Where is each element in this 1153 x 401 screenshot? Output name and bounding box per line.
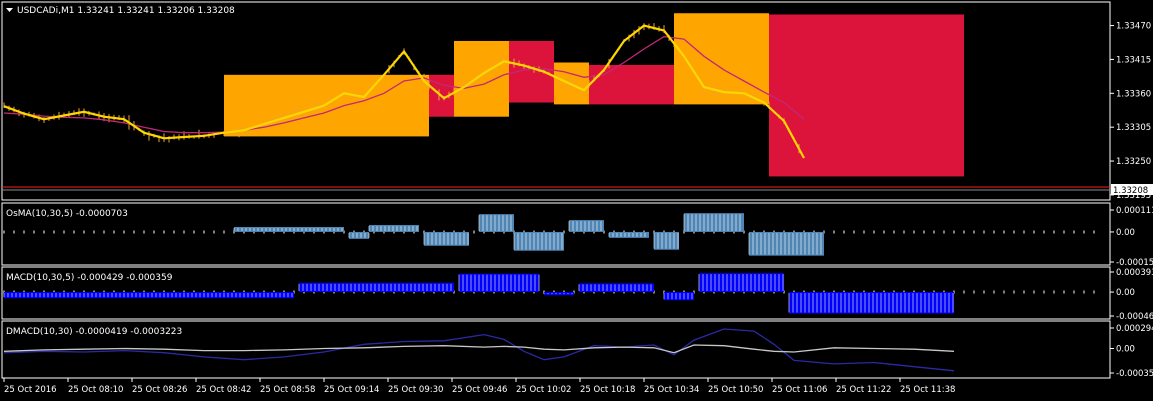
- macd-y-axis: 0.000393 0.00 -0.000469: [1110, 268, 1153, 322]
- histogram-bar: [569, 220, 604, 232]
- dmacd-panel-frame: [1, 320, 1111, 379]
- dmacd-main-line: [3, 328, 955, 372]
- range-box-orange: [454, 40, 509, 117]
- osma-y-axis: 0.0001110 0.00 -0.000152: [1110, 206, 1153, 268]
- x-tick-label: 25 Oct 10:02: [516, 385, 571, 395]
- y-tick-label: 1.33250: [1116, 157, 1151, 167]
- price-panel[interactable]: USDCADi,M1 1.33241 1.33241 1.33206 1.332…: [1, 1, 1153, 201]
- osma-title: OsMA(10,30,5) -0.0000703: [6, 209, 128, 219]
- histogram-bar: [579, 283, 654, 293]
- histogram-bar: [664, 292, 694, 301]
- y-tick-label: 0.00: [1116, 288, 1135, 298]
- osma-panel-frame: [1, 202, 1111, 266]
- y-tick-label: 0.000393: [1116, 268, 1153, 278]
- y-tick-label: 0.000294: [1116, 324, 1153, 334]
- dmacd-signal-line: [3, 344, 955, 354]
- macd-panel[interactable]: MACD(10,30,5) -0.000429 -0.000359 0.0003…: [1, 266, 1153, 322]
- macd-histogram: [3, 273, 1095, 314]
- price-line: [3, 24, 805, 159]
- y-tick-label: -0.000469: [1116, 312, 1153, 322]
- x-tick-label: 25 Oct 09:30: [388, 385, 443, 395]
- x-tick-label: 25 Oct 11:38: [900, 385, 955, 395]
- price-y-axis: 1.33470 1.33415 1.33360 1.33305 1.33250 1.331…: [1110, 22, 1151, 201]
- macd-panel-frame: [1, 266, 1111, 320]
- histogram-bar: [544, 292, 574, 296]
- x-tick-label: 25 Oct 11:22: [836, 385, 891, 395]
- range-box-orange: [674, 13, 769, 105]
- x-tick-label: 25 Oct 2016: [4, 385, 57, 395]
- current-price-label: 1.33208: [1113, 186, 1148, 196]
- y-tick-label: 1.33415: [1116, 55, 1151, 65]
- y-tick-label: -0.000152: [1116, 258, 1153, 268]
- dmacd-y-axis: 0.000294 0.00 -0.000351: [1110, 324, 1153, 379]
- y-tick-label: -0.000351: [1116, 369, 1153, 379]
- triangle-down-icon[interactable]: [6, 8, 13, 12]
- macd-title: MACD(10,30,5) -0.000429 -0.000359: [6, 273, 173, 283]
- histogram-bar: [684, 213, 744, 232]
- histogram-bar: [369, 225, 419, 232]
- x-tick-label: 25 Oct 10:50: [708, 385, 763, 395]
- y-tick-label: 0.00: [1116, 228, 1135, 238]
- x-tick-label: 25 Oct 10:34: [644, 385, 699, 395]
- y-tick-label: 1.33470: [1116, 22, 1151, 32]
- histogram-bar: [349, 231, 369, 239]
- histogram-bar: [4, 292, 294, 299]
- symbol-header: USDCADi,M1 1.33241 1.33241 1.33206 1.332…: [17, 6, 235, 16]
- current-price-tag: [1111, 184, 1153, 195]
- x-tick-label: 25 Oct 11:06: [772, 385, 827, 395]
- x-tick-label: 25 Oct 08:58: [260, 385, 315, 395]
- time-axis: 25 Oct 2016 25 Oct 08:10 25 Oct 08:26 25 Oc…: [3, 378, 955, 395]
- dmacd-panel[interactable]: DMACD(10,30) -0.0000419 -0.0003223 0.000…: [1, 320, 1153, 379]
- y-tick-label: 0.00: [1116, 345, 1135, 355]
- x-tick-label: 25 Oct 08:42: [196, 385, 251, 395]
- y-tick-label: 1.33305: [1116, 123, 1151, 133]
- y-tick-label: 0.0001110: [1116, 206, 1153, 216]
- range-box-red: [769, 14, 964, 177]
- histogram-bar: [514, 231, 564, 251]
- histogram-bar: [424, 231, 469, 246]
- y-tick-label: 1.33360: [1116, 89, 1151, 99]
- dmacd-title: DMACD(10,30) -0.0000419 -0.0003223: [6, 327, 182, 337]
- histogram-bar: [479, 214, 514, 232]
- x-tick-label: 25 Oct 08:10: [68, 385, 123, 395]
- x-tick-label: 25 Oct 09:14: [324, 385, 379, 395]
- x-tick-label: 25 Oct 08:26: [132, 385, 187, 395]
- histogram-bar: [234, 227, 344, 232]
- osma-histogram: [3, 213, 1095, 256]
- histogram-bar: [654, 231, 679, 250]
- x-tick-label: 25 Oct 09:46: [452, 385, 507, 395]
- price-panel-frame: [1, 1, 1111, 201]
- osma-panel[interactable]: OsMA(10,30,5) -0.0000703 0.0001110 0.00 -0…: [1, 202, 1153, 268]
- y-tick-label: 1.33195: [1116, 191, 1151, 201]
- histogram-bar: [299, 282, 454, 293]
- x-tick-label: 25 Oct 10:18: [580, 385, 635, 395]
